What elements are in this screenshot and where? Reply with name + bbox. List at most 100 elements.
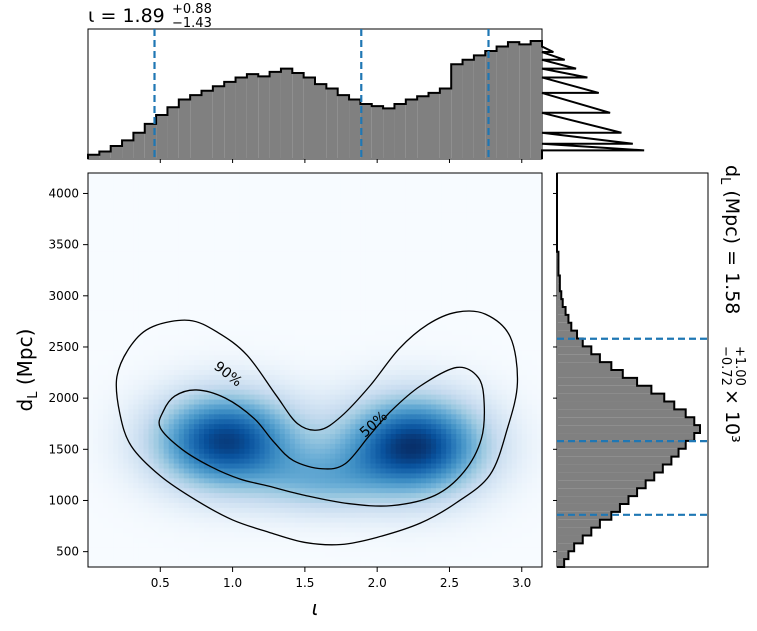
- heatmap-cell: [224, 241, 230, 248]
- heatmap-cell: [481, 256, 488, 263]
- heatmap-cell: [395, 394, 402, 401]
- top-hist-bar: [405, 99, 418, 159]
- heatmap-cell: [425, 404, 432, 410]
- heatmap-cell: [274, 281, 281, 287]
- heatmap-cell: [214, 340, 220, 346]
- heatmap-cell: [224, 384, 230, 391]
- heatmap-cell: [486, 340, 493, 346]
- heatmap-cell: [118, 394, 124, 401]
- heatmap-cell: [355, 365, 361, 371]
- heatmap-cell: [410, 394, 417, 401]
- heatmap-cell: [400, 384, 407, 391]
- heatmap-cell: [526, 404, 533, 410]
- heatmap-cell: [239, 438, 245, 445]
- heatmap-cell: [103, 340, 109, 346]
- heatmap-cell: [410, 177, 417, 184]
- heatmap-cell: [188, 261, 195, 268]
- heatmap-cell: [158, 438, 165, 445]
- heatmap-cell: [279, 222, 286, 228]
- heatmap-cell: [93, 305, 99, 312]
- heatmap-cell: [274, 315, 281, 322]
- heatmap-cell: [214, 281, 220, 287]
- heatmap-cell: [536, 340, 543, 346]
- heatmap-cell: [441, 182, 447, 189]
- heatmap-cell: [466, 365, 472, 371]
- heatmap-cell: [471, 414, 478, 420]
- heatmap-cell: [133, 212, 140, 218]
- heatmap-cell: [436, 340, 442, 346]
- heatmap-cell: [264, 177, 271, 184]
- heatmap-cell: [410, 187, 417, 194]
- heatmap-cell: [431, 301, 437, 307]
- heatmap-cell: [405, 345, 412, 351]
- heatmap-cell: [410, 301, 417, 307]
- heatmap-cell: [365, 286, 372, 292]
- heatmap-cell: [405, 315, 412, 322]
- heatmap-cell: [259, 330, 266, 337]
- heatmap-cell: [456, 256, 462, 263]
- heatmap-cell: [98, 389, 104, 396]
- heatmap-cell: [420, 345, 427, 351]
- heatmap-cell: [355, 296, 361, 302]
- top-hist-bar: [88, 154, 100, 159]
- heatmap-cell: [350, 315, 356, 322]
- heatmap-cell: [294, 374, 301, 381]
- heatmap-cell: [385, 374, 392, 381]
- heatmap-cell: [269, 330, 276, 337]
- heatmap-cell: [153, 173, 160, 179]
- heatmap-cell: [214, 291, 220, 297]
- heatmap-cell: [244, 384, 251, 391]
- heatmap-cell: [425, 291, 432, 297]
- heatmap-cell: [98, 177, 104, 184]
- heatmap-cell: [254, 291, 261, 297]
- heatmap-cell: [224, 315, 230, 322]
- heatmap-cell: [259, 192, 266, 199]
- heatmap-cell: [123, 374, 129, 381]
- heatmap-cell: [410, 374, 417, 381]
- heatmap-cell: [531, 409, 538, 415]
- heatmap-cell: [309, 207, 316, 213]
- heatmap-cell: [284, 276, 291, 282]
- heatmap-cell: [244, 394, 251, 401]
- heatmap-cell: [325, 291, 331, 297]
- heatmap-cell: [330, 404, 336, 410]
- heatmap-cell: [320, 271, 326, 278]
- heatmap-cell: [108, 355, 114, 361]
- heatmap-cell: [526, 291, 533, 297]
- heatmap-cell: [446, 419, 452, 425]
- heatmap-cell: [491, 384, 498, 391]
- heatmap-cell: [491, 286, 498, 292]
- heatmap-cell: [103, 187, 109, 194]
- heatmap-cell: [425, 197, 432, 204]
- heatmap-cell: [536, 434, 543, 440]
- heatmap-cell: [496, 325, 503, 332]
- heatmap-cell: [193, 365, 200, 371]
- heatmap-cell: [365, 222, 372, 228]
- heatmap-cell: [390, 291, 397, 297]
- heatmap-cell: [254, 384, 261, 391]
- heatmap-cell: [380, 192, 387, 199]
- heatmap-cell: [269, 197, 276, 204]
- heatmap-cell: [123, 237, 129, 243]
- heatmap-cell: [133, 350, 140, 356]
- heatmap-cell: [496, 330, 503, 337]
- heatmap-cell: [93, 286, 99, 292]
- heatmap-cell: [219, 241, 225, 248]
- heatmap-cell: [163, 340, 170, 346]
- heatmap-cell: [299, 384, 306, 391]
- heatmap-cell: [143, 182, 150, 189]
- heatmap-cell: [501, 374, 508, 381]
- heatmap-cell: [224, 227, 230, 233]
- heatmap-cell: [244, 340, 251, 346]
- heatmap-cell: [224, 266, 230, 273]
- heatmap-cell: [274, 222, 281, 228]
- iota-title-median: 1.89: [122, 5, 164, 27]
- heatmap-cell: [380, 360, 387, 366]
- heatmap-cell: [466, 345, 472, 351]
- heatmap-cell: [138, 355, 145, 361]
- heatmap-cell: [350, 330, 356, 337]
- heatmap-cell: [183, 276, 190, 282]
- heatmap-cell: [279, 355, 286, 361]
- heatmap-cell: [425, 365, 432, 371]
- heatmap-cell: [204, 320, 210, 327]
